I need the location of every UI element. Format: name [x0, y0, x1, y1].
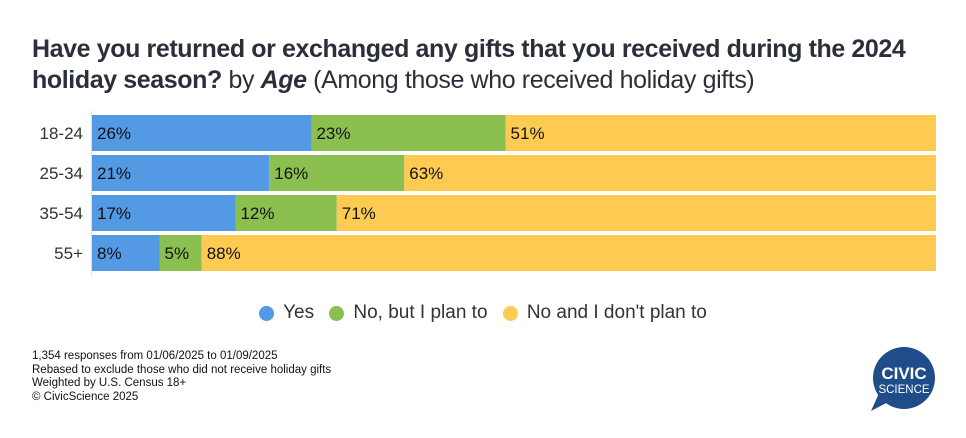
bar-segment: [336, 195, 936, 231]
bar-segment: [92, 235, 160, 271]
title-by: by: [228, 66, 255, 94]
footnote-rebased: Rebased to exclude those who did not rec…: [32, 363, 332, 376]
data-label: 12%: [240, 204, 274, 223]
category-label: 18-24: [40, 124, 83, 143]
data-label: 23%: [316, 124, 350, 143]
legend-label: No, but I plan to: [353, 302, 488, 323]
footnote-weighted: Weighted by U.S. Census 18+: [32, 377, 187, 389]
category-label: 35-54: [40, 204, 83, 223]
legend-item-yes[interactable]: Yes: [259, 302, 314, 324]
chart-title: Have you returned or exchanged any gifts…: [32, 34, 952, 96]
logo-bubble: [873, 347, 935, 409]
footnote-responses: 1,354 responses from 01/06/2025 to 01/09…: [32, 350, 278, 362]
legend: Yes No, but I plan to No and I don't pla…: [0, 302, 966, 327]
data-label: 17%: [97, 204, 131, 223]
bar-segment: [159, 235, 202, 271]
legend-dot-plan-icon: [329, 305, 345, 321]
bars-group: 18-24 26% 23% 51% 25-34 21% 16% 63% 35-54 17% 12% 7…: [40, 115, 937, 271]
bar-segment: [404, 155, 936, 191]
legend-item-noplan[interactable]: No and I don't plan to: [502, 302, 707, 324]
title-note: (Among those who received holiday gifts): [313, 66, 755, 94]
legend-label: No and I don't plan to: [526, 302, 707, 323]
legend-item-plan[interactable]: No, but I plan to: [329, 302, 488, 324]
bar-segment: [92, 195, 236, 231]
legend-dot-yes-icon: [259, 305, 275, 321]
bar-segment: [92, 115, 312, 151]
stacked-bar-chart: 18-24 26% 23% 51% 25-34 21% 16% 63% 35-54 17% 12% 7…: [40, 111, 937, 275]
data-label: 88%: [207, 244, 241, 263]
footnote-copyright: © CivicScience 2025: [32, 390, 139, 403]
civicscience-logo: CIVIC SCIENCE: [871, 347, 935, 411]
bar-segment: [505, 115, 936, 151]
data-label: 21%: [97, 164, 131, 183]
category-label: 55+: [54, 244, 83, 263]
category-label: 25-34: [40, 164, 83, 183]
logo-text-science: SCIENCE: [878, 384, 929, 396]
data-label: 8%: [97, 244, 122, 263]
data-label: 71%: [342, 204, 376, 223]
bar-segment: [311, 115, 506, 151]
bar-segment: [201, 235, 937, 271]
bar-segment: [235, 195, 337, 231]
data-label: 63%: [409, 164, 443, 183]
logo-text-civic: CIVIC: [881, 364, 926, 383]
logo-bubble-tail: [871, 391, 892, 411]
legend-dot-noplan-icon: [502, 305, 518, 321]
data-label: 51%: [511, 124, 545, 143]
bar-segment: [269, 155, 405, 191]
legend-label: Yes: [283, 302, 315, 323]
bar-segment: [92, 155, 270, 191]
data-label: 5%: [165, 244, 190, 263]
data-label: 26%: [97, 124, 131, 143]
footnotes: 1,354 responses from 01/06/2025 to 01/09…: [32, 350, 331, 404]
data-label: 16%: [274, 164, 308, 183]
title-question: Have you returned or exchanged any gifts…: [32, 35, 906, 94]
title-dimension: Age: [260, 66, 307, 94]
